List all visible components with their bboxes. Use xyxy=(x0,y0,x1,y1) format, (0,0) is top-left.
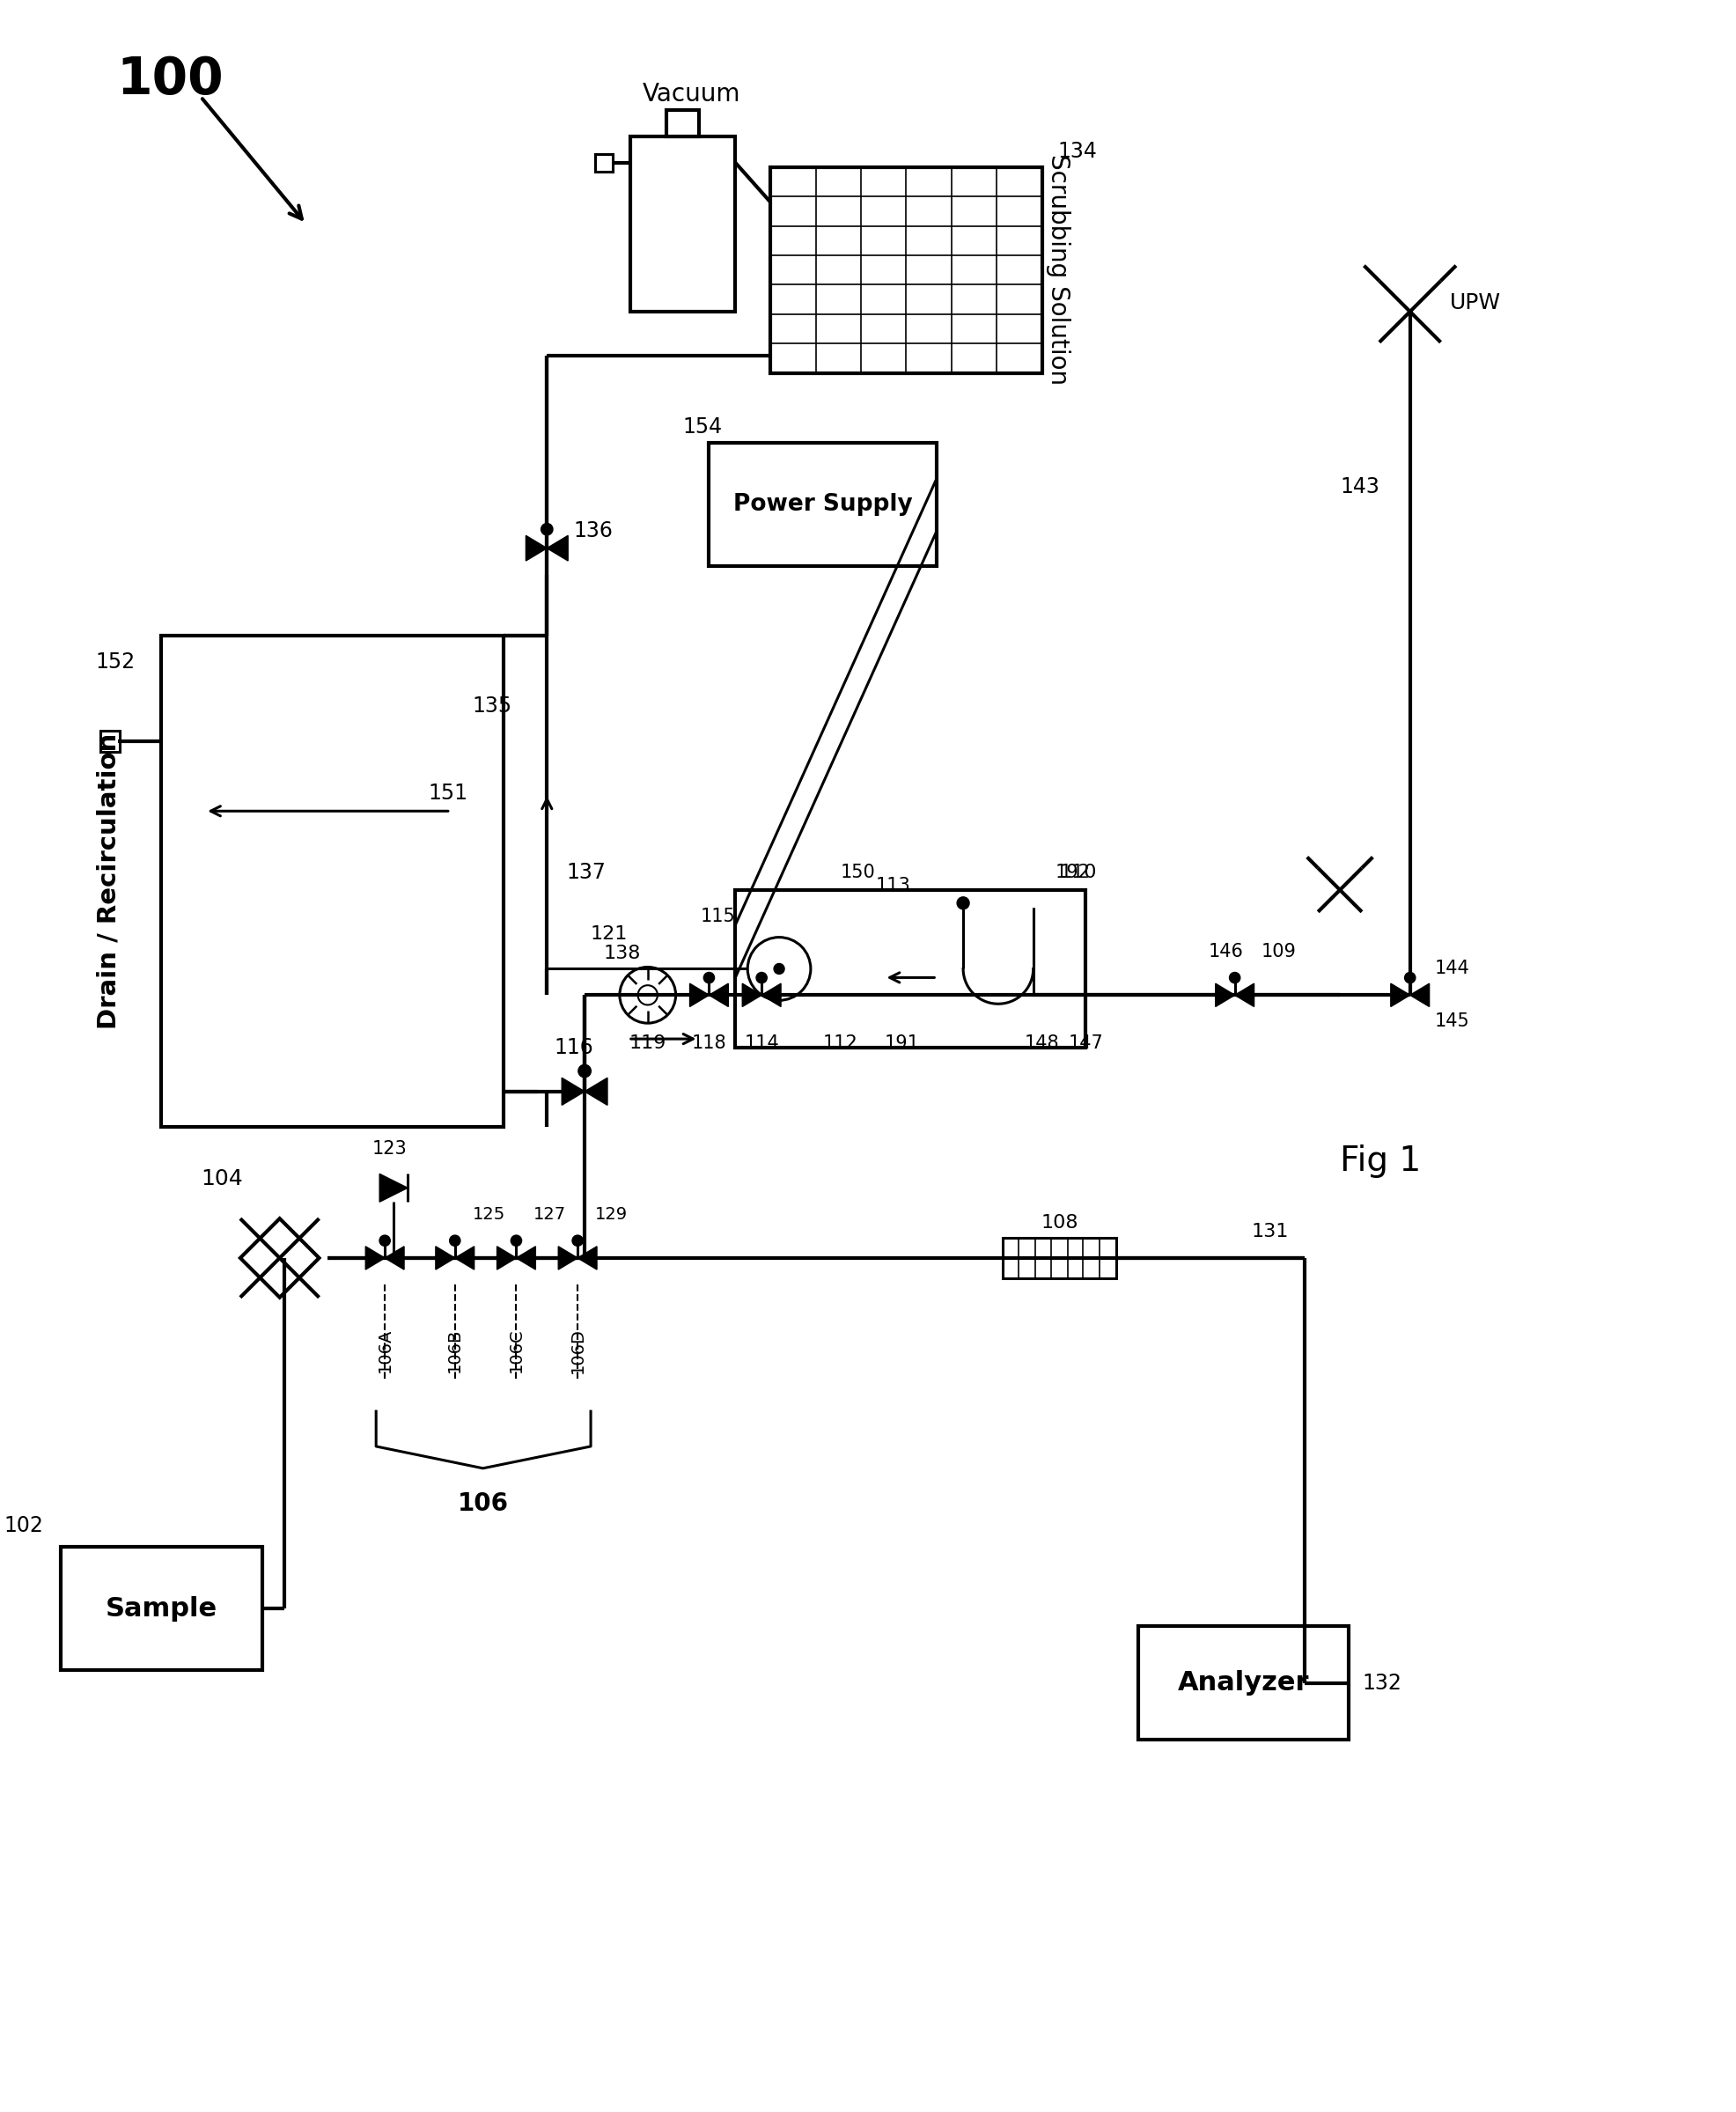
Text: 144: 144 xyxy=(1434,961,1470,978)
Polygon shape xyxy=(743,984,762,1007)
Polygon shape xyxy=(689,984,708,1007)
Polygon shape xyxy=(708,984,729,1007)
Circle shape xyxy=(1229,972,1240,984)
Text: 106B: 106B xyxy=(446,1328,464,1373)
Circle shape xyxy=(1404,972,1415,984)
Polygon shape xyxy=(578,1246,597,1269)
Text: 127: 127 xyxy=(533,1206,566,1223)
Text: 116: 116 xyxy=(554,1037,594,1058)
Circle shape xyxy=(450,1236,460,1246)
Text: 136: 136 xyxy=(573,520,613,541)
Text: 132: 132 xyxy=(1361,1673,1401,1694)
Bar xyxy=(771,167,1042,374)
Circle shape xyxy=(774,963,785,974)
Text: 110: 110 xyxy=(1059,864,1097,881)
Text: 123: 123 xyxy=(372,1140,406,1157)
Text: 106C: 106C xyxy=(509,1328,524,1373)
Text: 113: 113 xyxy=(875,876,911,893)
Text: 150: 150 xyxy=(840,864,875,881)
Bar xyxy=(736,889,1085,1048)
Text: 125: 125 xyxy=(472,1206,505,1223)
Text: 148: 148 xyxy=(1024,1035,1059,1052)
Bar xyxy=(61,1548,262,1671)
Text: 106: 106 xyxy=(458,1491,509,1516)
Polygon shape xyxy=(1410,984,1429,1007)
Text: 134: 134 xyxy=(1057,142,1097,163)
Text: 192: 192 xyxy=(1055,864,1090,881)
Text: 137: 137 xyxy=(566,862,606,883)
Circle shape xyxy=(757,972,767,984)
Text: 115: 115 xyxy=(700,908,736,925)
Text: 100: 100 xyxy=(116,55,224,103)
Polygon shape xyxy=(1215,984,1234,1007)
Text: Fig 1: Fig 1 xyxy=(1340,1145,1422,1178)
Bar xyxy=(667,110,700,137)
Circle shape xyxy=(380,1236,391,1246)
Polygon shape xyxy=(516,1246,535,1269)
Bar xyxy=(630,137,736,313)
Text: 119: 119 xyxy=(628,1035,667,1052)
Text: 131: 131 xyxy=(1252,1223,1288,1240)
Circle shape xyxy=(573,1236,583,1246)
Polygon shape xyxy=(526,536,547,562)
Text: 152: 152 xyxy=(95,650,135,674)
Bar xyxy=(595,154,613,171)
Polygon shape xyxy=(496,1246,516,1269)
Polygon shape xyxy=(380,1174,408,1202)
Text: 146: 146 xyxy=(1208,942,1243,961)
Polygon shape xyxy=(562,1077,585,1105)
Text: Power Supply: Power Supply xyxy=(733,492,913,515)
Text: 135: 135 xyxy=(472,695,512,716)
Text: UPW: UPW xyxy=(1450,291,1500,313)
Polygon shape xyxy=(547,536,568,562)
Text: 102: 102 xyxy=(3,1514,43,1535)
Text: 121: 121 xyxy=(590,925,628,942)
Polygon shape xyxy=(559,1246,578,1269)
Text: 138: 138 xyxy=(604,944,641,961)
Circle shape xyxy=(510,1236,523,1246)
Text: 112: 112 xyxy=(823,1035,858,1052)
Text: Scrubbing Solution: Scrubbing Solution xyxy=(1045,154,1069,384)
Circle shape xyxy=(957,898,969,910)
Bar xyxy=(161,636,503,1126)
Polygon shape xyxy=(455,1246,474,1269)
Text: 106D: 106D xyxy=(569,1328,587,1373)
Text: 147: 147 xyxy=(1068,1035,1104,1052)
Text: 145: 145 xyxy=(1434,1012,1470,1031)
Polygon shape xyxy=(1391,984,1410,1007)
Text: 118: 118 xyxy=(691,1035,726,1052)
Text: Analyzer: Analyzer xyxy=(1177,1671,1309,1696)
Bar xyxy=(1139,1626,1349,1740)
Text: 114: 114 xyxy=(745,1035,779,1052)
Bar xyxy=(101,731,120,752)
Polygon shape xyxy=(762,984,781,1007)
Text: 154: 154 xyxy=(682,416,722,437)
Text: 104: 104 xyxy=(201,1168,243,1189)
Polygon shape xyxy=(1234,984,1253,1007)
Text: Drain / Recirculation: Drain / Recirculation xyxy=(97,733,122,1029)
Text: 106A: 106A xyxy=(377,1328,392,1373)
Text: 191: 191 xyxy=(884,1035,920,1052)
Circle shape xyxy=(578,1064,590,1077)
Text: 143: 143 xyxy=(1340,477,1380,498)
Polygon shape xyxy=(585,1077,608,1105)
Polygon shape xyxy=(385,1246,404,1269)
Text: Sample: Sample xyxy=(106,1597,217,1622)
Bar xyxy=(708,444,937,566)
Bar xyxy=(1003,1238,1116,1278)
Polygon shape xyxy=(436,1246,455,1269)
Circle shape xyxy=(542,524,552,534)
Circle shape xyxy=(703,972,715,984)
Polygon shape xyxy=(366,1246,385,1269)
Text: 129: 129 xyxy=(595,1206,628,1223)
Text: Vacuum: Vacuum xyxy=(642,82,741,106)
Text: 151: 151 xyxy=(429,784,469,805)
Text: 108: 108 xyxy=(1042,1214,1078,1231)
Text: 109: 109 xyxy=(1260,942,1297,961)
